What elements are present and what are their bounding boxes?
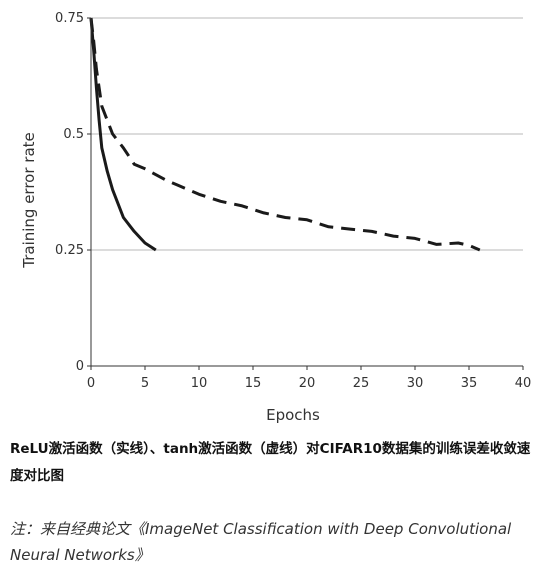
series-layer (89, 17, 481, 252)
x-tick-label: 10 (191, 376, 208, 391)
chart: 0 0.25 0.5 0.75 0 5 10 15 20 25 30 35 40 Epochs Trai… (20, 11, 531, 424)
x-tick-label: 35 (461, 376, 478, 391)
x-tick-label: 25 (353, 376, 370, 391)
x-tick-label: 15 (245, 376, 262, 391)
figure-caption: ReLU激活函数（实线）、tanh激活函数（虚线）对CIFAR10数据集的训练误… (10, 441, 531, 484)
tick-layer: 0 0.25 0.5 0.75 0 5 10 15 20 25 30 35 40 (55, 11, 531, 391)
y-tick-label: 0.5 (63, 127, 84, 142)
x-axis-title: Epochs (266, 406, 320, 424)
series-line-solid (89, 17, 157, 252)
series-line-dashed (89, 17, 481, 252)
axes-layer (90, 18, 523, 367)
grid-layer (91, 17, 523, 251)
y-tick-label: 0 (76, 359, 84, 374)
x-tick-label: 0 (87, 376, 95, 391)
x-tick-label: 5 (141, 376, 149, 391)
x-tick-label: 30 (407, 376, 424, 391)
x-tick-label: 40 (515, 376, 532, 391)
x-tick-label: 20 (299, 376, 316, 391)
y-tick-label: 0.25 (55, 243, 84, 258)
y-axis-title: Training error rate (20, 132, 38, 269)
y-tick-label: 0.75 (55, 11, 84, 26)
source-note: 注：来自经典论文《ImageNet Classification with De… (10, 520, 512, 564)
